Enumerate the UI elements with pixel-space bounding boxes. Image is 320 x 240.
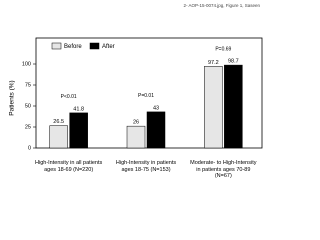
source-note: 2- AOP-15-0074.jpg, Figure 1, Saseen <box>183 3 260 8</box>
x-tick-label: High-Intensity in all patients ages 18-6… <box>35 160 103 173</box>
y-axis-label: Patients (%) <box>9 80 16 115</box>
legend-label: Before <box>64 44 82 50</box>
p-value: P<0.01 <box>61 94 77 100</box>
y-tick-label: 50 <box>25 103 31 109</box>
value-label: 97.2 <box>208 60 219 66</box>
value-label: 43 <box>153 105 159 111</box>
bar <box>69 112 88 149</box>
y-tick-label: 0 <box>28 145 31 151</box>
x-tick-label: Moderate- to High-Intensity in patients … <box>190 160 257 179</box>
x-tick-label: High-Intensity in patients ages 18-75 (N… <box>115 160 177 173</box>
y-tick-label: 75 <box>25 82 31 88</box>
chart: 2- AOP-15-0074.jpg, Figure 1, Saseen Pat… <box>8 3 263 179</box>
value-label: 41.8 <box>73 106 84 112</box>
bar <box>146 111 166 149</box>
value-label: 26 <box>133 120 139 126</box>
bar <box>204 66 223 149</box>
y-tick-label: 100 <box>22 61 31 67</box>
bar <box>126 125 146 149</box>
chart-svg: 2- AOP-15-0074.jpg, Figure 1, Saseen Pat… <box>9 3 263 151</box>
bar <box>49 125 68 149</box>
y-tick-label: 25 <box>25 124 31 130</box>
p-value: P=0.69 <box>215 46 231 52</box>
bar <box>224 64 243 149</box>
legend-swatch <box>51 42 62 50</box>
value-label: 26.5 <box>53 119 64 125</box>
value-label: 98.7 <box>228 59 239 65</box>
legend-swatch <box>89 42 100 50</box>
p-value: P=0.01 <box>138 93 154 99</box>
legend-label: After <box>102 44 115 50</box>
